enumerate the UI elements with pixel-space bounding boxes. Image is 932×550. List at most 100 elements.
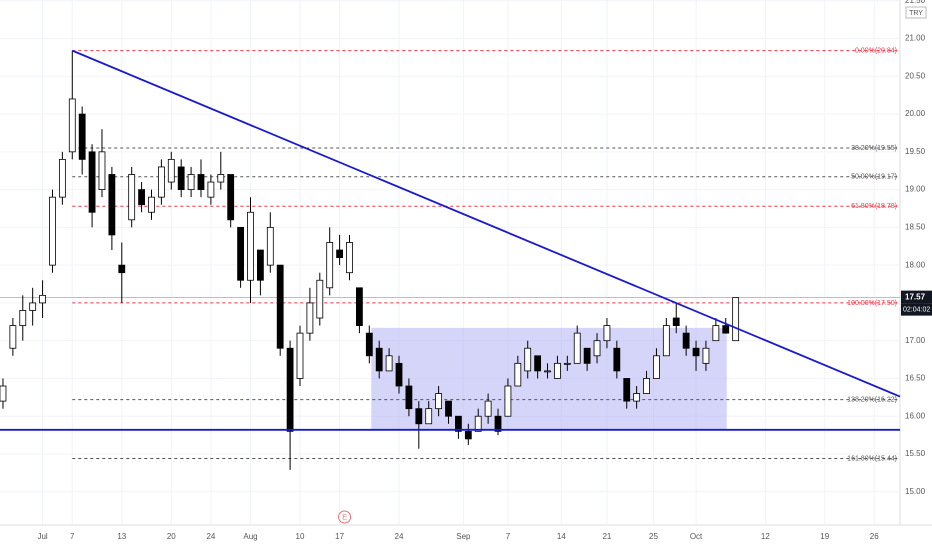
candle-body [405, 385, 413, 410]
candle-body [276, 264, 284, 349]
candle-body [148, 196, 155, 213]
candle-body [266, 226, 274, 266]
y-tick-label: 19.00 [905, 185, 926, 194]
candle-body [484, 400, 492, 417]
x-tick-label: Sep [456, 532, 471, 541]
candle-body [19, 310, 27, 326]
candle-body [207, 181, 215, 198]
y-tick-label: 17.00 [905, 336, 926, 345]
x-tick-label: 19 [820, 532, 829, 541]
currency: TRY [909, 10, 923, 17]
candle-body [108, 174, 116, 236]
candle-body [128, 174, 136, 221]
price-label: 17.57 [905, 293, 926, 302]
fib-label: 138.20%(16.22) [847, 396, 897, 403]
x-tick-label: 20 [167, 532, 176, 541]
x-tick-label: 10 [296, 532, 305, 541]
candle-body [583, 347, 591, 364]
candle-body [702, 347, 710, 364]
x-tick-label: 7 [70, 532, 75, 541]
x-tick-label: Oct [690, 532, 703, 541]
y-tick-label: 18.50 [905, 222, 926, 231]
candle-body [375, 347, 383, 372]
candle-body [653, 355, 660, 379]
candle-body [504, 385, 512, 417]
candle-body [316, 279, 324, 319]
y-tick-label: 16.50 [905, 374, 926, 383]
candle-body [494, 415, 502, 432]
candle-body [544, 370, 551, 373]
candle-body [9, 325, 17, 349]
y-tick-label: 20.00 [905, 109, 926, 118]
y-tick-label: 21.00 [905, 34, 926, 43]
candle-body [514, 362, 522, 387]
candle-body [0, 385, 7, 402]
fib-label: 38.20%(19.55) [851, 145, 897, 152]
candle-body [435, 393, 443, 410]
event-marker [338, 510, 352, 524]
x-tick-label: 7 [506, 532, 511, 541]
candle-body [623, 378, 631, 402]
candle-body [167, 158, 175, 183]
countdown-box [901, 303, 932, 316]
candle-body [662, 325, 670, 357]
trend-line [71, 49, 901, 398]
x-tick-label: 24 [206, 532, 215, 541]
candle-body [682, 332, 690, 349]
fib-label: 50.00%(19.17) [851, 174, 897, 181]
y-tick-label: 19.50 [905, 147, 926, 156]
x-tick-label: 21 [602, 532, 611, 541]
x-tick-label: 24 [395, 532, 404, 541]
price-label-box [901, 290, 932, 304]
x-tick-label: 26 [870, 532, 879, 541]
candle-body [692, 347, 700, 357]
fib-label: 100.00%(17.50) [847, 300, 897, 307]
candle-body [563, 362, 571, 365]
fib-label: 0.00%(20.84) [855, 47, 897, 54]
candle-body [385, 355, 393, 372]
candle-body [464, 430, 472, 440]
range-box [371, 327, 727, 430]
y-tick-label: 16.00 [905, 411, 926, 420]
event-label: E [342, 514, 347, 521]
candle-body [217, 174, 225, 183]
candle-body [326, 242, 334, 289]
candle-body [613, 347, 621, 372]
x-tick-label: 14 [557, 532, 566, 541]
candle-body [39, 294, 46, 304]
y-tick-label: 15.50 [905, 449, 926, 458]
candle-body [672, 317, 680, 326]
candle-body [58, 158, 66, 198]
candle-body [603, 325, 611, 342]
y-tick-label: 20.50 [905, 71, 926, 80]
candle-body [722, 325, 730, 334]
candle-body [346, 242, 353, 274]
x-tick-label: 13 [117, 532, 126, 541]
candle-body [98, 151, 106, 191]
candle-body [49, 196, 56, 266]
candle-body [247, 211, 254, 281]
y-tick-label: 15.00 [905, 487, 926, 496]
fib-label: 61.80%(18.78) [851, 203, 897, 210]
candle-body [78, 113, 86, 160]
candle-body [633, 393, 641, 402]
candle-body [29, 302, 37, 311]
candle-body [138, 189, 145, 206]
candle-body [534, 355, 542, 372]
candle-body [356, 287, 363, 326]
x-tick-label: 25 [649, 532, 658, 541]
candle-body [593, 340, 601, 357]
candle-body [256, 249, 264, 281]
x-tick-label: 12 [761, 532, 770, 541]
candle-body [157, 166, 165, 198]
candle-body [177, 166, 185, 191]
candle-body [573, 332, 581, 364]
y-tick-label: 18.00 [905, 260, 926, 269]
x-tick-label: 17 [335, 532, 344, 541]
x-tick-label: Aug [243, 532, 257, 541]
countdown: 02:04:02 [903, 306, 930, 313]
candle-body [712, 325, 720, 342]
candle-body [643, 378, 650, 394]
